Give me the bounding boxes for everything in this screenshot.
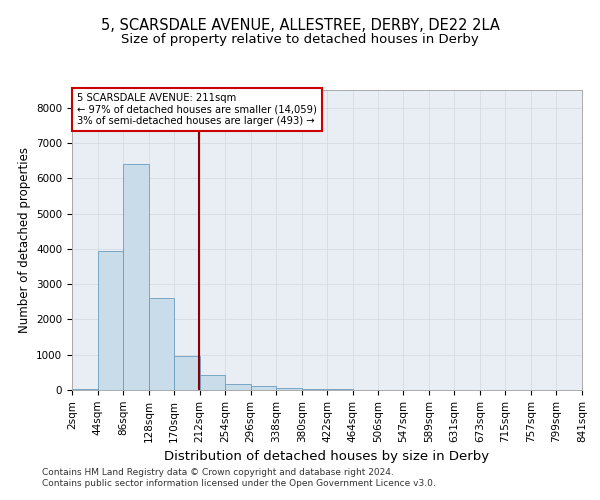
Text: Contains HM Land Registry data © Crown copyright and database right 2024.
Contai: Contains HM Land Registry data © Crown c… [42,468,436,487]
Bar [200,375,225,390]
Text: 5, SCARSDALE AVENUE, ALLESTREE, DERBY, DE22 2LA: 5, SCARSDALE AVENUE, ALLESTREE, DERBY, D… [101,18,499,32]
Bar [251,386,276,390]
Bar [225,384,251,390]
Bar [276,388,302,390]
Bar [149,298,174,390]
Bar [174,356,200,390]
Bar [72,389,98,390]
Y-axis label: Number of detached properties: Number of detached properties [17,147,31,333]
Bar [123,164,149,390]
X-axis label: Distribution of detached houses by size in Derby: Distribution of detached houses by size … [164,450,490,463]
Text: Size of property relative to detached houses in Derby: Size of property relative to detached ho… [121,32,479,46]
Bar [98,250,123,390]
Bar [302,389,328,390]
Text: 5 SCARSDALE AVENUE: 211sqm
← 97% of detached houses are smaller (14,059)
3% of s: 5 SCARSDALE AVENUE: 211sqm ← 97% of deta… [77,93,317,126]
